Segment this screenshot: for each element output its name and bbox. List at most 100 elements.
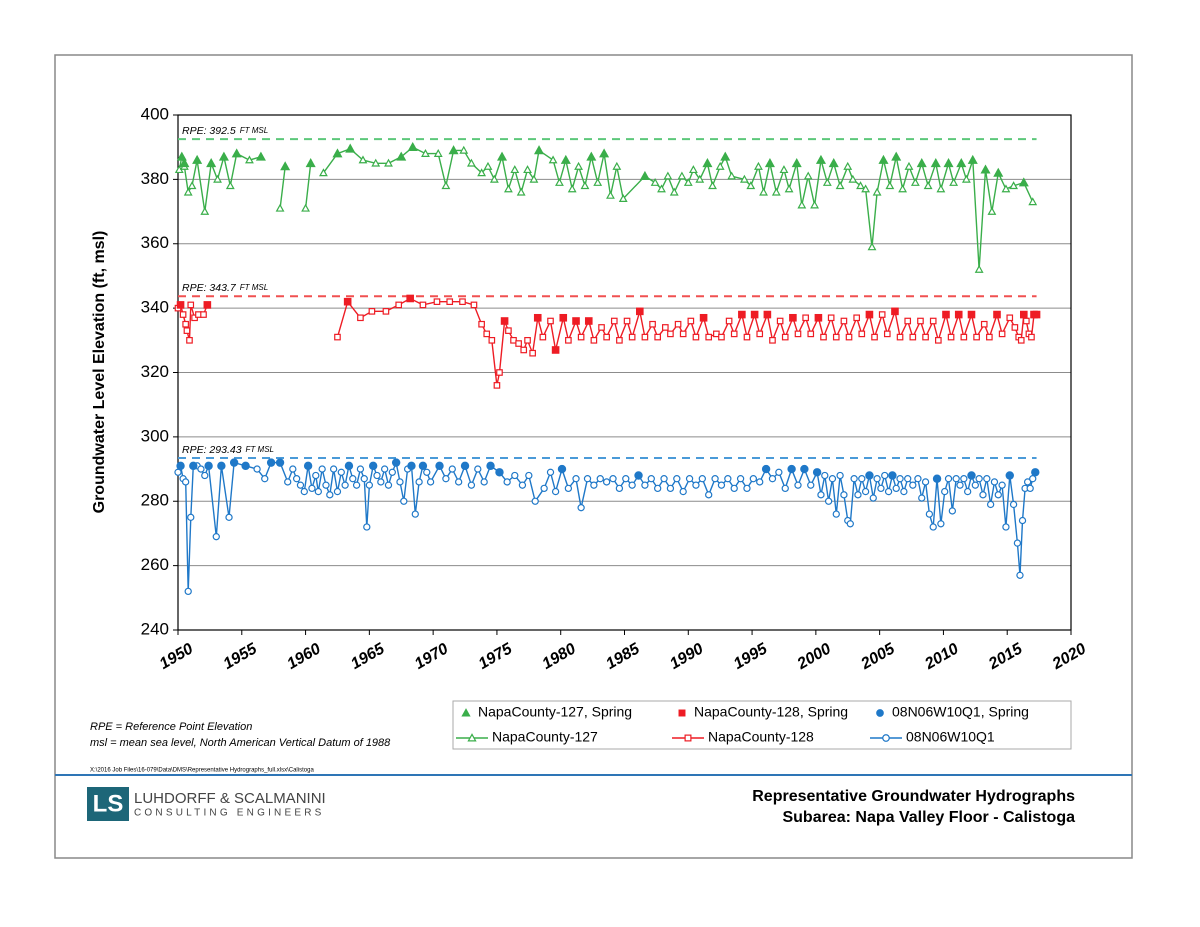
marker <box>797 200 807 209</box>
marker <box>669 187 679 196</box>
marker <box>357 314 364 322</box>
marker <box>610 317 618 325</box>
marker <box>319 168 328 177</box>
marker <box>967 310 976 319</box>
marker <box>929 523 937 531</box>
marker <box>964 487 972 496</box>
marker <box>784 184 794 193</box>
marker <box>1026 484 1034 493</box>
marker <box>916 158 927 168</box>
marker <box>448 465 456 473</box>
marker <box>577 333 585 341</box>
marker <box>358 155 368 164</box>
legend-marker <box>678 709 686 717</box>
marker <box>454 478 463 486</box>
marker <box>998 481 1006 489</box>
marker <box>503 184 513 193</box>
marker <box>821 471 829 480</box>
marker <box>1032 310 1041 319</box>
legend-label: NapaCounty-127, Spring <box>478 704 632 720</box>
marker <box>877 484 885 493</box>
marker <box>898 184 908 193</box>
marker <box>856 181 865 190</box>
marker <box>203 301 212 309</box>
marker <box>892 484 900 493</box>
marker <box>525 471 533 480</box>
marker <box>433 148 443 157</box>
marker <box>679 487 687 496</box>
marker <box>956 158 967 168</box>
marker <box>217 461 226 471</box>
marker <box>303 461 313 471</box>
marker <box>949 177 959 186</box>
x-tick-label: 2000 <box>794 640 834 673</box>
marker <box>954 310 963 319</box>
marker <box>900 487 908 496</box>
marker <box>986 333 993 341</box>
marker <box>356 465 365 473</box>
marker <box>850 475 858 483</box>
marker <box>738 310 746 319</box>
marker <box>909 481 917 489</box>
x-tick-label: 2005 <box>858 640 899 674</box>
marker <box>1018 516 1027 525</box>
marker <box>771 187 781 196</box>
marker <box>980 164 991 174</box>
marker <box>832 333 840 341</box>
marker <box>817 491 825 499</box>
marker <box>922 333 929 341</box>
marker <box>590 481 598 489</box>
marker <box>371 158 381 167</box>
marker <box>421 148 430 157</box>
marker <box>776 317 784 325</box>
marker <box>858 330 866 338</box>
marker <box>983 475 991 483</box>
marker <box>460 461 470 471</box>
y-axis-title: Groundwater Level Elevation (ft, msl) <box>91 231 108 514</box>
marker <box>649 320 656 328</box>
marker <box>688 165 698 174</box>
marker <box>746 181 756 190</box>
marker <box>187 181 197 190</box>
marker <box>529 349 536 357</box>
marker <box>218 151 229 161</box>
marker <box>756 478 764 486</box>
subtitle: Subarea: Napa Valley Floor - Calistoga <box>782 809 1075 826</box>
marker <box>775 468 783 476</box>
marker <box>1023 478 1032 486</box>
marker <box>756 330 764 338</box>
marker <box>904 475 912 483</box>
marker <box>993 310 1001 319</box>
legend-label: NapaCounty-128, Spring <box>694 704 848 720</box>
marker <box>225 181 235 190</box>
marker <box>660 475 668 483</box>
marker <box>904 317 912 325</box>
file-path: X:\2016 Job Files\16-079\Data\DMS\Repres… <box>90 768 314 774</box>
marker <box>932 474 942 483</box>
reference-label-unit: FT MSL <box>240 283 268 292</box>
marker <box>743 333 751 341</box>
marker <box>941 487 949 496</box>
marker <box>391 458 401 467</box>
marker <box>909 333 917 341</box>
marker <box>1029 475 1037 483</box>
marker <box>446 298 454 306</box>
marker <box>791 158 802 168</box>
marker <box>853 314 861 322</box>
marker <box>577 504 585 512</box>
marker <box>654 333 661 341</box>
marker <box>612 161 622 170</box>
x-tick-label: 1960 <box>284 640 323 673</box>
marker <box>967 154 978 164</box>
marker <box>980 320 988 328</box>
marker <box>540 484 548 493</box>
x-tick-label: 1995 <box>731 640 771 673</box>
marker <box>564 484 573 493</box>
marker <box>739 174 749 183</box>
marker <box>618 194 628 203</box>
marker <box>673 475 681 483</box>
marker <box>1028 333 1035 341</box>
marker <box>845 333 853 341</box>
marker <box>998 330 1006 338</box>
